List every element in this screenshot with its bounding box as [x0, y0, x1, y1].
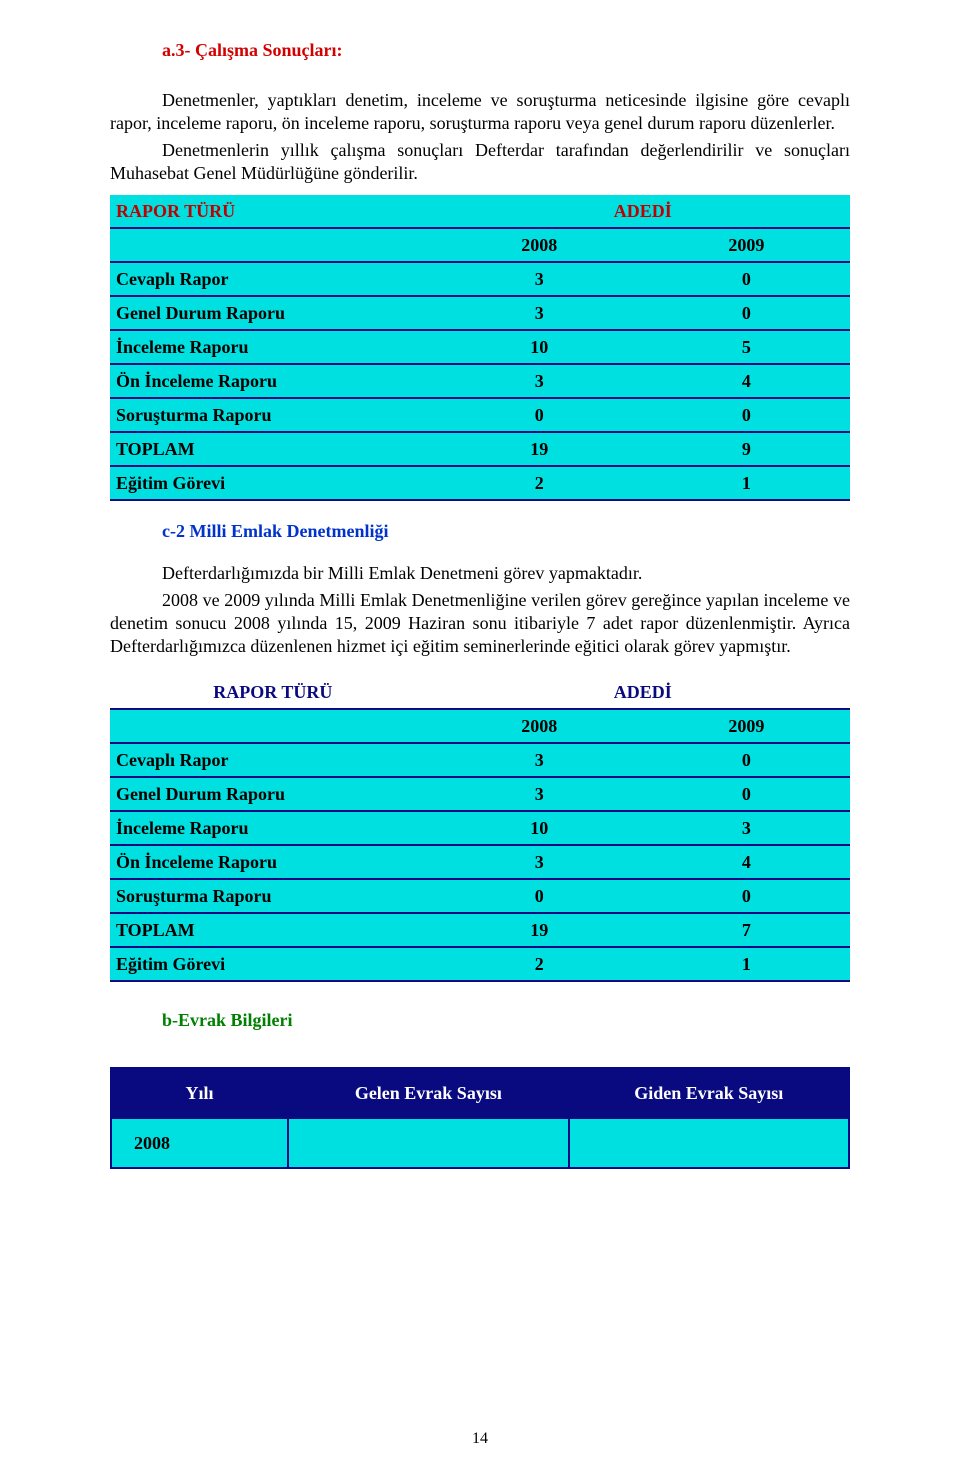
- row-label: Cevaplı Rapor: [110, 262, 436, 296]
- t2-body: Cevaplı Rapor30Genel Durum Raporu30İncel…: [110, 743, 850, 981]
- row-v2008: 2: [436, 466, 643, 500]
- table-row: Eğitim Görevi21: [110, 947, 850, 981]
- row-label: TOPLAM: [110, 913, 436, 947]
- t2-year-2009: 2009: [643, 709, 850, 743]
- evrak-c2: [288, 1118, 568, 1168]
- row-v2009: 1: [643, 466, 850, 500]
- row-v2008: 19: [436, 913, 643, 947]
- row-v2009: 0: [643, 262, 850, 296]
- table-row: TOPLAM197: [110, 913, 850, 947]
- row-label: Cevaplı Rapor: [110, 743, 436, 777]
- para-a3-1: Denetmenler, yaptıkları denetim, incelem…: [110, 89, 850, 135]
- table-row: Genel Durum Raporu30: [110, 296, 850, 330]
- row-label: Eğitim Görevi: [110, 947, 436, 981]
- row-v2008: 19: [436, 432, 643, 466]
- t1-blank: [110, 228, 436, 262]
- row-v2008: 0: [436, 879, 643, 913]
- t1-hdr-adedi: ADEDİ: [436, 195, 850, 228]
- row-v2009: 0: [643, 879, 850, 913]
- row-v2009: 7: [643, 913, 850, 947]
- table-row: Eğitim Görevi21: [110, 466, 850, 500]
- row-v2008: 2: [436, 947, 643, 981]
- row-v2009: 4: [643, 845, 850, 879]
- row-v2009: 1: [643, 947, 850, 981]
- page-number: 14: [0, 1430, 960, 1448]
- table-row: Ön İnceleme Raporu34: [110, 845, 850, 879]
- table-row: Soruşturma Raporu00: [110, 879, 850, 913]
- table-rapor-2: RAPOR TÜRÜ ADEDİ 2008 2009 Cevaplı Rapor…: [110, 676, 850, 982]
- row-label: Genel Durum Raporu: [110, 777, 436, 811]
- row-label: Genel Durum Raporu: [110, 296, 436, 330]
- evrak-c1: 2008: [111, 1118, 288, 1168]
- table-rapor-1: RAPOR TÜRÜ ADEDİ 2008 2009 Cevaplı Rapor…: [110, 195, 850, 501]
- evrak-h1: Yılı: [111, 1068, 288, 1118]
- para-c2-2: 2008 ve 2009 yılında Milli Emlak Denetme…: [110, 589, 850, 658]
- row-v2009: 0: [643, 777, 850, 811]
- row-v2009: 0: [643, 398, 850, 432]
- heading-a3: a.3- Çalışma Sonuçları:: [110, 40, 850, 61]
- row-v2008: 3: [436, 777, 643, 811]
- row-v2008: 3: [436, 262, 643, 296]
- table-row: Cevaplı Rapor30: [110, 743, 850, 777]
- row-v2008: 10: [436, 330, 643, 364]
- row-label: Soruşturma Raporu: [110, 398, 436, 432]
- row-v2009: 0: [643, 743, 850, 777]
- t2-hdr-rapor-turu: RAPOR TÜRÜ: [110, 676, 436, 709]
- t1-year-2008: 2008: [436, 228, 643, 262]
- table-row: Genel Durum Raporu30: [110, 777, 850, 811]
- row-v2008: 3: [436, 845, 643, 879]
- row-label: Eğitim Görevi: [110, 466, 436, 500]
- heading-c2: c-2 Milli Emlak Denetmenliği: [110, 521, 850, 542]
- t2-hdr-adedi: ADEDİ: [436, 676, 850, 709]
- row-label: TOPLAM: [110, 432, 436, 466]
- row-label: İnceleme Raporu: [110, 811, 436, 845]
- row-v2009: 9: [643, 432, 850, 466]
- evrak-c3: [569, 1118, 849, 1168]
- row-label: Ön İnceleme Raporu: [110, 364, 436, 398]
- evrak-header-row: Yılı Gelen Evrak Sayısı Giden Evrak Sayı…: [111, 1068, 849, 1118]
- table-row: Soruşturma Raporu00: [110, 398, 850, 432]
- t1-year-2009: 2009: [643, 228, 850, 262]
- row-v2008: 3: [436, 364, 643, 398]
- table-row: İnceleme Raporu105: [110, 330, 850, 364]
- row-label: İnceleme Raporu: [110, 330, 436, 364]
- para-a3-2: Denetmenlerin yıllık çalışma sonuçları D…: [110, 139, 850, 185]
- table-evrak: Yılı Gelen Evrak Sayısı Giden Evrak Sayı…: [110, 1067, 850, 1169]
- t2-year-2008: 2008: [436, 709, 643, 743]
- t1-hdr-rapor-turu: RAPOR TÜRÜ: [110, 195, 436, 228]
- table-row: İnceleme Raporu103: [110, 811, 850, 845]
- row-label: Soruşturma Raporu: [110, 879, 436, 913]
- evrak-h2: Gelen Evrak Sayısı: [288, 1068, 568, 1118]
- row-v2008: 3: [436, 743, 643, 777]
- table-row: Cevaplı Rapor30: [110, 262, 850, 296]
- row-v2008: 10: [436, 811, 643, 845]
- evrak-h3: Giden Evrak Sayısı: [569, 1068, 849, 1118]
- document-page: a.3- Çalışma Sonuçları: Denetmenler, yap…: [0, 0, 960, 1478]
- row-v2008: 3: [436, 296, 643, 330]
- table-row: Ön İnceleme Raporu34: [110, 364, 850, 398]
- row-v2009: 0: [643, 296, 850, 330]
- para-c2-1: Defterdarlığımızda bir Milli Emlak Denet…: [110, 562, 850, 585]
- table-row: TOPLAM199: [110, 432, 850, 466]
- evrak-row: 2008: [111, 1118, 849, 1168]
- row-v2009: 4: [643, 364, 850, 398]
- row-v2009: 3: [643, 811, 850, 845]
- t1-body: Cevaplı Rapor30Genel Durum Raporu30İncel…: [110, 262, 850, 500]
- heading-b-evrak: b-Evrak Bilgileri: [110, 1010, 850, 1031]
- row-v2009: 5: [643, 330, 850, 364]
- row-v2008: 0: [436, 398, 643, 432]
- t2-blank: [110, 709, 436, 743]
- row-label: Ön İnceleme Raporu: [110, 845, 436, 879]
